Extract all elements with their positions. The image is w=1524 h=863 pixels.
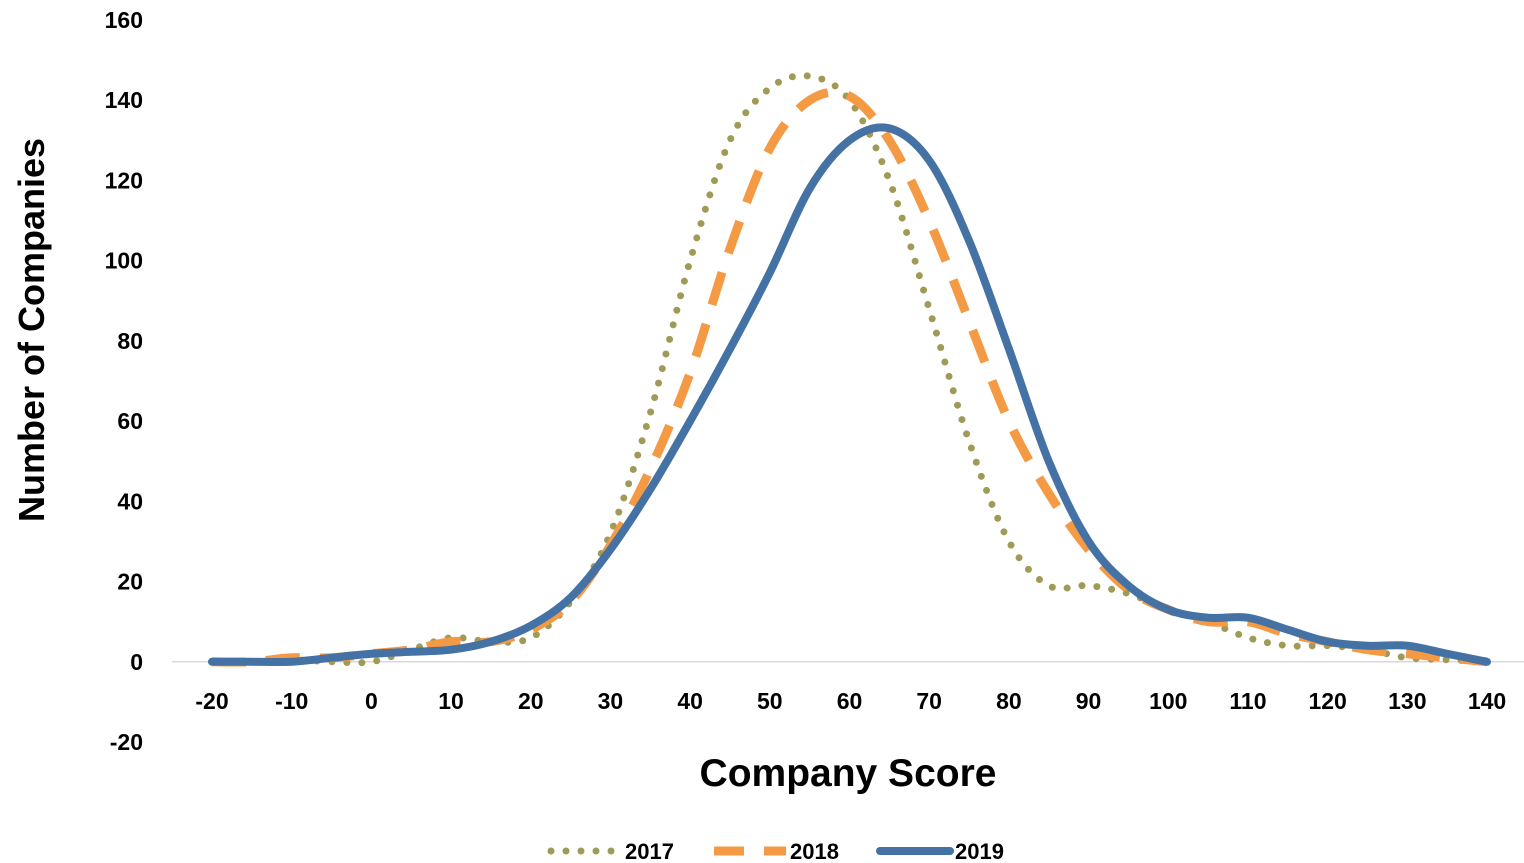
y-tick-label: 120 [105,167,143,193]
x-tick-label: 10 [438,688,464,714]
y-tick-label: -20 [110,729,143,755]
x-tick-label: 140 [1468,688,1506,714]
y-tick-label: 160 [105,7,143,33]
legend-label-2019: 2019 [955,839,1004,863]
legend-label-2017: 2017 [625,839,674,863]
x-tick-label: 90 [1076,688,1102,714]
legend-item-2018: 2018 [714,839,839,863]
y-tick-label: 80 [117,328,143,354]
legend-item-2017: 2017 [547,839,674,863]
x-tick-label: 120 [1308,688,1346,714]
y-tick-label: 100 [105,248,143,274]
x-tick-label: 100 [1149,688,1187,714]
y-tick-label: 60 [117,408,143,434]
y-tick-label: 20 [117,569,143,595]
y-tick-label: 0 [130,649,143,675]
x-tick-label: 80 [996,688,1022,714]
legend: 2017 2018 2019 [547,839,1004,863]
x-axis-ticks: -20 -10 0 10 20 30 40 50 60 70 80 90 100 110 120 130 140 [195,688,1506,714]
x-tick-label: 40 [677,688,703,714]
y-tick-label: 140 [105,87,143,113]
y-axis-title: Number of Companies [11,138,52,522]
series-line-2019 [208,123,1491,667]
x-tick-label: 50 [757,688,783,714]
y-tick-label: 40 [117,488,143,514]
x-axis-title: Company Score [700,752,997,795]
plot-area [208,72,1491,667]
y-axis-ticks: -20 0 20 40 60 80 100 120 140 160 [105,7,143,755]
legend-label-2018: 2018 [790,839,839,863]
x-tick-label: 0 [365,688,378,714]
x-tick-label: 30 [598,688,624,714]
x-tick-label: -20 [195,688,228,714]
x-tick-label: -10 [275,688,308,714]
legend-item-2019: 2019 [876,839,1004,863]
series-line-2018 [211,87,1488,667]
x-tick-label: 60 [837,688,863,714]
x-tick-label: 110 [1229,688,1266,714]
x-tick-label: 70 [916,688,942,714]
series-line-2017 [208,72,1491,667]
x-tick-label: 20 [518,688,544,714]
x-tick-label: 130 [1388,688,1426,714]
